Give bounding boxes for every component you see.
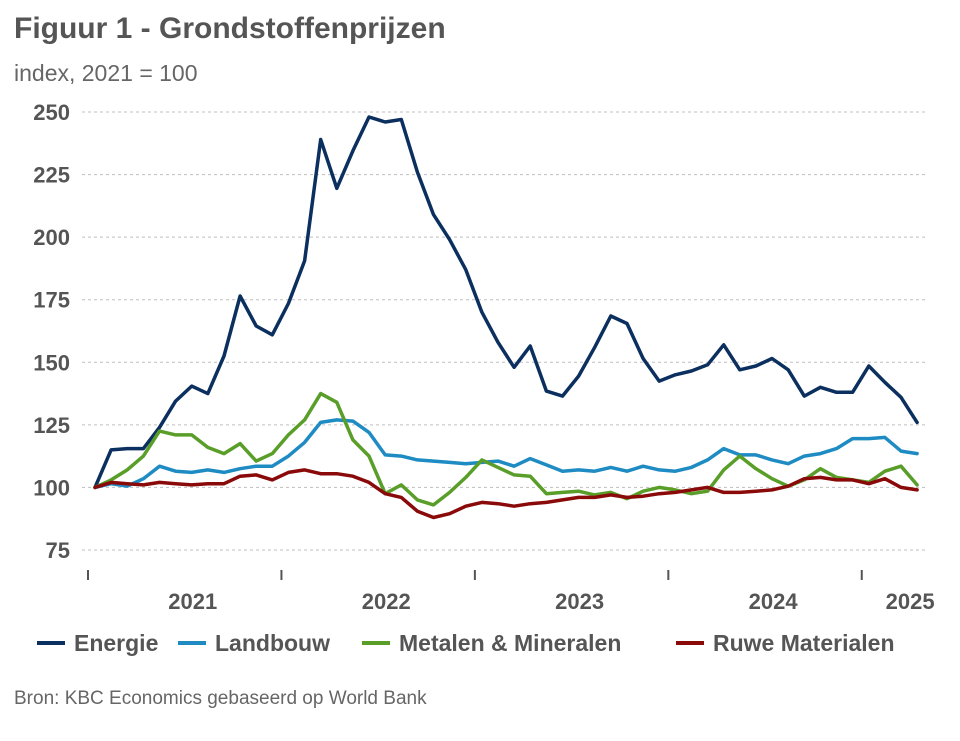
y-tick-label: 200 bbox=[33, 225, 70, 250]
chart-title: Figuur 1 - Grondstoffenprijzen bbox=[14, 12, 446, 45]
series-line-metalen-mineralen bbox=[93, 391, 919, 507]
chart-subtitle: index, 2021 = 100 bbox=[14, 60, 198, 86]
legend-label-landbouw: Landbouw bbox=[215, 630, 330, 656]
y-axis-ticks: 250 225 200 175 150 125 100 75 bbox=[33, 100, 70, 563]
gridlines bbox=[82, 111, 928, 488]
y-tick-label: 225 bbox=[33, 163, 70, 188]
y-tick-label: 125 bbox=[33, 413, 70, 438]
x-tick-label: 2025 bbox=[886, 589, 935, 614]
series-line-landbouw bbox=[93, 418, 919, 490]
y-tick-label: 100 bbox=[33, 475, 70, 500]
x-axis: 2021 2022 2023 2024 2025 bbox=[82, 549, 935, 614]
y-tick-label: 250 bbox=[33, 100, 70, 125]
series-lines bbox=[93, 115, 919, 520]
y-tick-label: 150 bbox=[33, 350, 70, 375]
x-tick-label: 2023 bbox=[555, 589, 604, 614]
x-tick-label: 2024 bbox=[749, 589, 799, 614]
x-tick-label: 2021 bbox=[168, 589, 217, 614]
legend-label-metalen-mineralen: Metalen & Mineralen bbox=[399, 630, 621, 656]
x-tick-label: 2022 bbox=[362, 589, 411, 614]
y-tick-label: 75 bbox=[46, 538, 70, 563]
y-tick-label: 175 bbox=[33, 288, 70, 313]
series-line-ruwe-materialen bbox=[93, 468, 919, 520]
source-note: Bron: KBC Economics gebaseerd op World B… bbox=[14, 688, 427, 709]
series-line-energie bbox=[93, 115, 919, 490]
legend-label-ruwe-materialen: Ruwe Materialen bbox=[713, 630, 895, 656]
legend-label-energie: Energie bbox=[74, 630, 158, 656]
legend: Energie Landbouw Metalen & Mineralen Ruwe M… bbox=[37, 630, 895, 656]
